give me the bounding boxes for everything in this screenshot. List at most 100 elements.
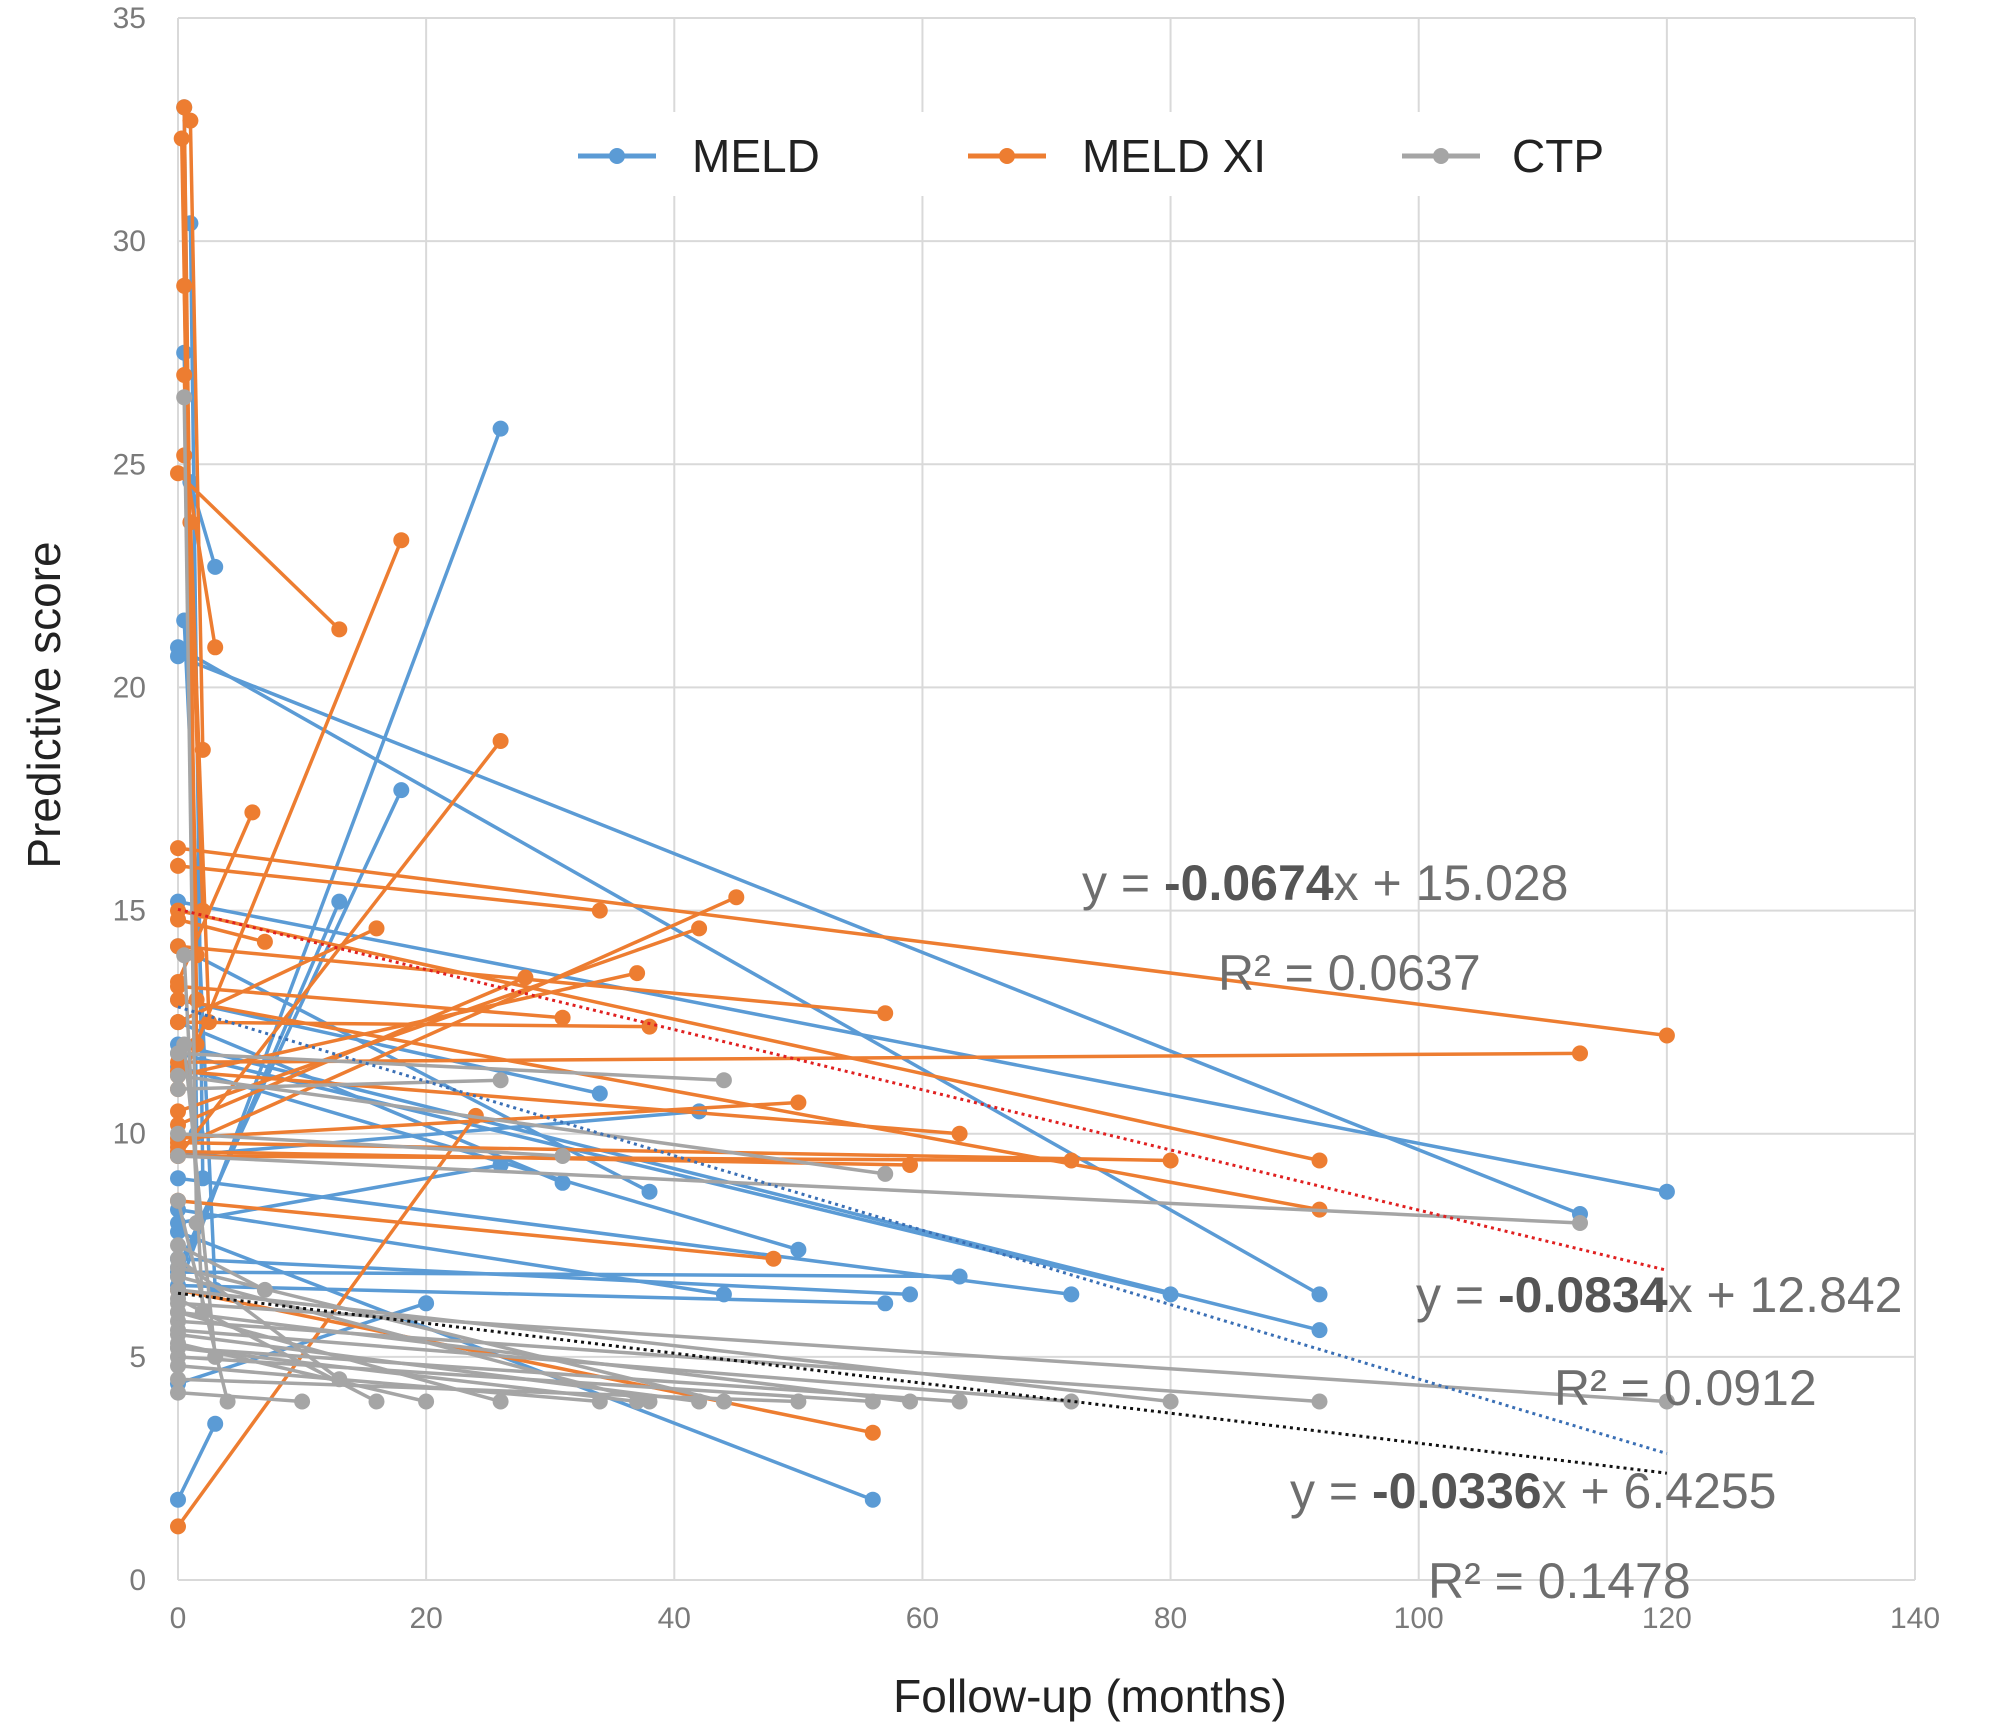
meld-xi-point bbox=[173, 130, 190, 147]
meld-xi-point bbox=[641, 1018, 658, 1035]
ctp-point bbox=[170, 1335, 186, 1352]
meld-xi-point bbox=[790, 1094, 807, 1111]
meld-point bbox=[170, 1491, 186, 1508]
y-tick-label: 20 bbox=[113, 671, 146, 704]
meld-line bbox=[177, 1042, 1320, 1332]
meld-xi-point bbox=[1162, 1152, 1179, 1169]
meld-xi-point bbox=[244, 804, 261, 821]
meld-xi-point bbox=[182, 112, 199, 129]
meld-line bbox=[177, 1109, 700, 1158]
ctp-point bbox=[1162, 1393, 1179, 1410]
meld-xi-line bbox=[177, 926, 378, 1024]
ctp-point bbox=[554, 1148, 571, 1164]
x-tick-label: 140 bbox=[1890, 1602, 1940, 1635]
meld-xi-line bbox=[176, 471, 341, 631]
r2-meld-xi: R² = 0.0637 bbox=[1218, 945, 1481, 1001]
ctp-point bbox=[331, 1371, 348, 1388]
meld-xi-point bbox=[492, 733, 509, 749]
y-axis-title: Predictive score bbox=[18, 541, 70, 868]
meld-xi-point bbox=[170, 1103, 186, 1120]
meld-point bbox=[393, 782, 410, 799]
ctp-point bbox=[1572, 1215, 1588, 1231]
meld-xi-point bbox=[170, 991, 186, 1008]
ctp-point bbox=[1311, 1393, 1328, 1410]
ctp-point bbox=[368, 1393, 385, 1410]
meld-point bbox=[877, 1295, 894, 1312]
meld-line bbox=[177, 1270, 960, 1279]
ctp-line bbox=[177, 1073, 886, 1176]
ctp-point bbox=[170, 1250, 186, 1267]
x-tick-label: 120 bbox=[1642, 1602, 1692, 1635]
meld-xi-point bbox=[877, 1005, 894, 1022]
ctp-point bbox=[641, 1393, 658, 1410]
ctp-point bbox=[418, 1393, 435, 1410]
ctp-point bbox=[790, 1393, 807, 1410]
meld-point bbox=[492, 420, 509, 437]
meld-xi-point bbox=[1063, 1152, 1080, 1169]
meld-xi-point bbox=[517, 969, 534, 986]
meld-point bbox=[1658, 1183, 1675, 1200]
meld-line bbox=[188, 481, 217, 568]
x-tick-label: 20 bbox=[409, 1602, 442, 1635]
ctp-point bbox=[170, 1268, 186, 1285]
ctp-point bbox=[492, 1072, 509, 1089]
ctp-point bbox=[176, 389, 193, 406]
meld-line bbox=[176, 427, 503, 1291]
x-tick-label: 0 bbox=[170, 1602, 187, 1635]
meld-xi-point bbox=[1572, 1045, 1588, 1062]
meld-point bbox=[1162, 1286, 1179, 1303]
meld-point bbox=[864, 1491, 881, 1508]
meld-line bbox=[177, 1163, 501, 1225]
meld-point bbox=[418, 1295, 435, 1312]
meld-point bbox=[207, 558, 224, 575]
y-tick-label: 0 bbox=[129, 1564, 146, 1597]
legend-label-meld: MELD bbox=[692, 130, 820, 182]
ctp-point bbox=[715, 1072, 732, 1089]
ctp-point bbox=[951, 1393, 968, 1410]
ctp-point bbox=[170, 1067, 186, 1084]
ctp-point bbox=[1658, 1393, 1675, 1410]
legend: MELD MELD XI CTP bbox=[560, 112, 1660, 196]
meld-xi-point bbox=[951, 1125, 968, 1142]
ctp-line bbox=[177, 1364, 600, 1404]
ctp-point bbox=[207, 1348, 224, 1365]
ctp-point bbox=[715, 1393, 732, 1410]
legend-label-meld-xi: MELD XI bbox=[1082, 130, 1266, 182]
meld-xi-line bbox=[177, 1069, 960, 1136]
x-axis-title: Follow-up (months) bbox=[893, 1670, 1287, 1722]
meld-xi-point bbox=[170, 857, 186, 874]
ctp-line bbox=[177, 1274, 650, 1404]
meld-line bbox=[177, 1256, 911, 1297]
trendline-ctp bbox=[177, 1291, 1668, 1475]
meld-xi-line bbox=[177, 864, 600, 913]
trendline-equations: y = -0.0674x + 15.028 R² = 0.0637 y = -0… bbox=[1082, 855, 1903, 1609]
ctp-point bbox=[170, 1081, 186, 1098]
meld-point bbox=[790, 1241, 807, 1258]
ctp-point bbox=[170, 1371, 186, 1388]
legend-marker-meld bbox=[609, 148, 625, 164]
meld-point bbox=[641, 1183, 658, 1200]
x-tick-label: 100 bbox=[1394, 1602, 1444, 1635]
r2-meld: R² = 0.0912 bbox=[1554, 1360, 1817, 1416]
r2-ctp: R² = 0.1478 bbox=[1428, 1553, 1691, 1609]
meld-xi-line bbox=[188, 522, 211, 1023]
meld-xi-line bbox=[182, 455, 217, 648]
meld-xi-point bbox=[170, 911, 186, 928]
ctp-point bbox=[170, 1148, 186, 1164]
ctp-point bbox=[170, 1237, 186, 1254]
ctp-point bbox=[170, 1290, 186, 1307]
ctp-point bbox=[591, 1393, 608, 1410]
meld-xi-line bbox=[176, 1114, 478, 1528]
ctp-point bbox=[219, 1393, 236, 1410]
series-ctp bbox=[170, 389, 1675, 1410]
meld-xi-point bbox=[864, 1424, 881, 1441]
meld-xi-point bbox=[170, 465, 186, 482]
ctp-point bbox=[691, 1393, 708, 1410]
meld-line bbox=[177, 645, 1321, 1296]
meld-xi-point bbox=[393, 532, 410, 549]
meld-xi-point bbox=[591, 902, 608, 919]
y-tick-label: 30 bbox=[113, 225, 146, 258]
meld-xi-line bbox=[177, 895, 738, 1149]
meld-line bbox=[177, 1207, 725, 1297]
meld-xi-point bbox=[368, 920, 385, 937]
